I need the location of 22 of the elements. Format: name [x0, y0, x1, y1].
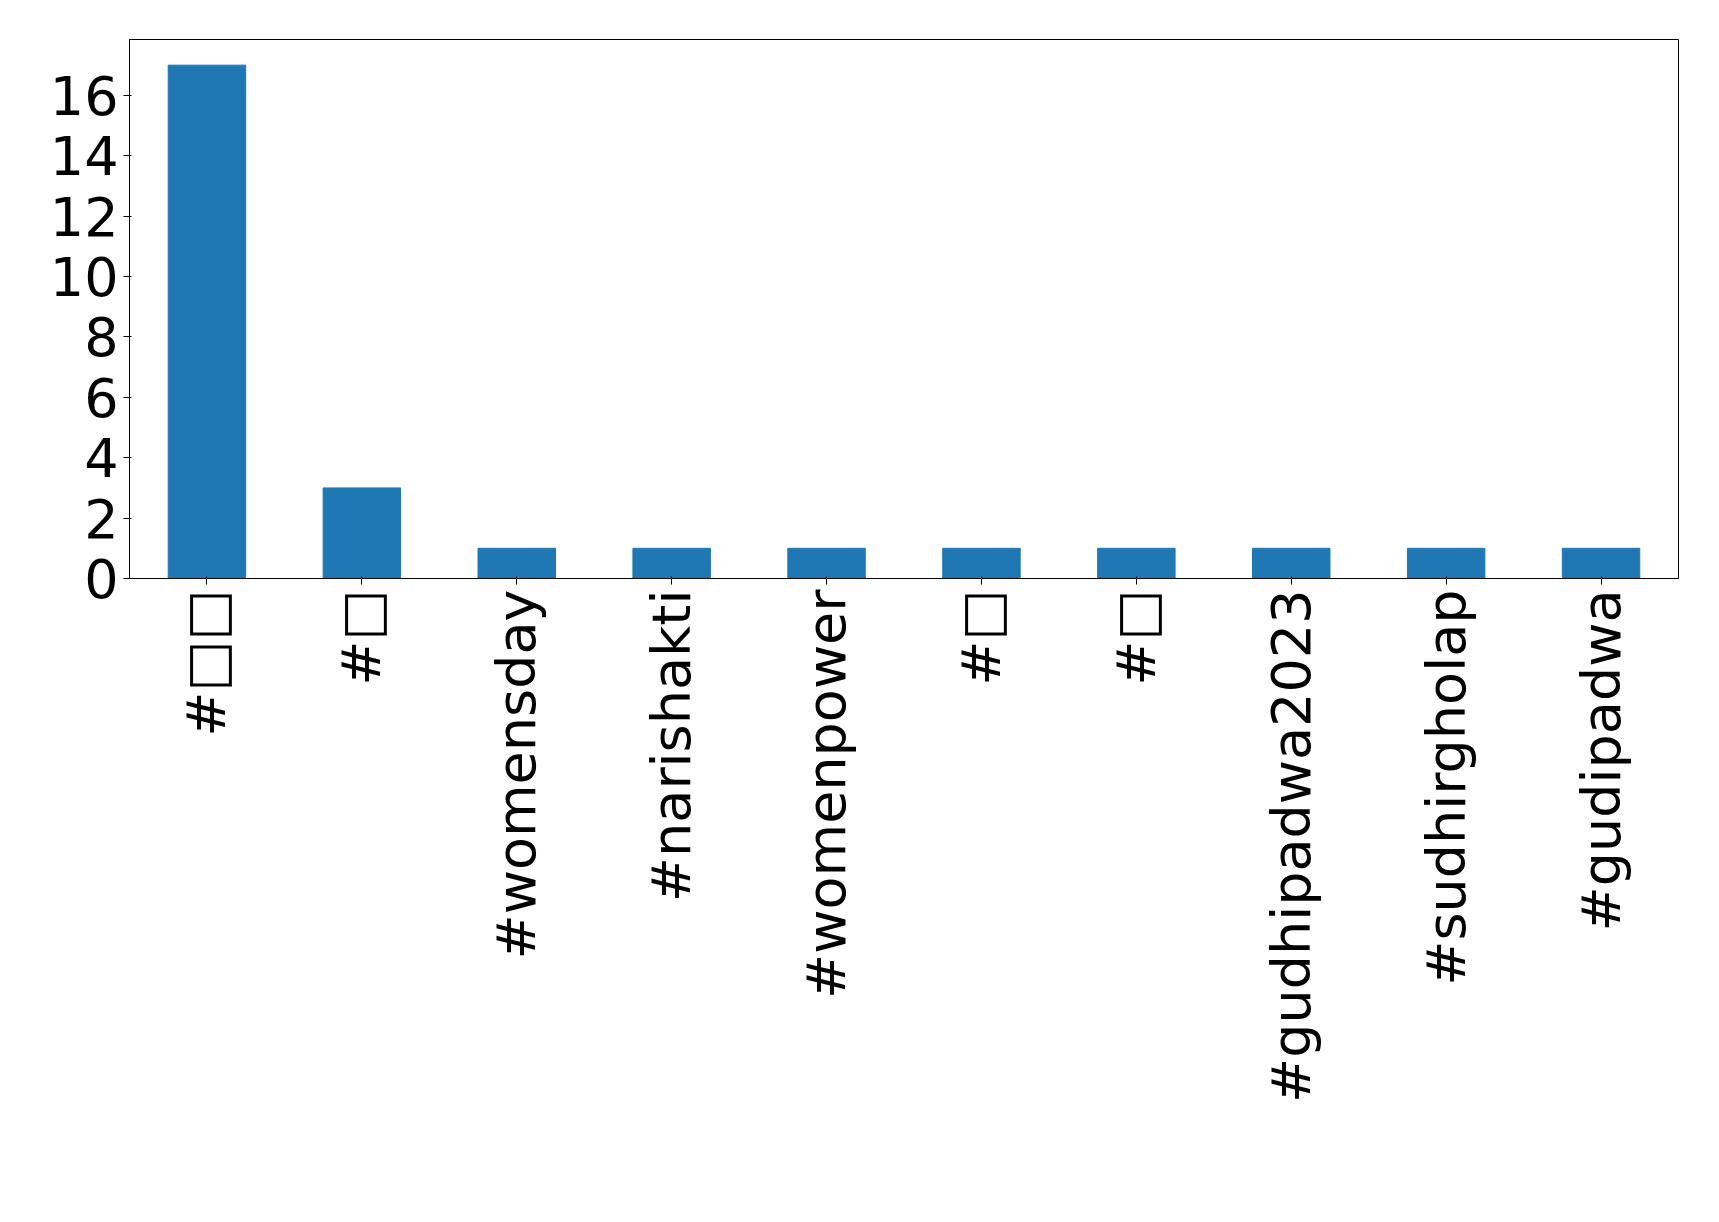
x-tick-label: #womensday: [485, 589, 549, 960]
x-tick-label: #gudhipadwa2023: [1259, 589, 1323, 1104]
bar: [942, 547, 1021, 579]
y-tick-label: 16: [49, 64, 119, 128]
bar: [1406, 547, 1486, 579]
bar: [477, 547, 556, 579]
bar: [322, 487, 402, 579]
bar: [787, 547, 866, 579]
bar: [167, 64, 247, 579]
bar: [1561, 547, 1641, 579]
x-tick-label: #narishakti: [640, 589, 704, 903]
x-tick-label: #sudhirgholap: [1414, 589, 1478, 986]
x-tick-label: #womenpower: [795, 588, 859, 999]
y-tick-label: 0: [84, 548, 119, 611]
x-tick-label: #□□: [175, 589, 239, 737]
bar: [1097, 547, 1176, 579]
bar: [632, 547, 711, 579]
x-tick-label: #□: [949, 589, 1013, 686]
x-tick-label: #gudipadwa: [1569, 589, 1633, 932]
bar: [1252, 547, 1331, 579]
x-tick-label: #□: [330, 589, 394, 686]
x-tick-label: #□: [1104, 589, 1168, 686]
